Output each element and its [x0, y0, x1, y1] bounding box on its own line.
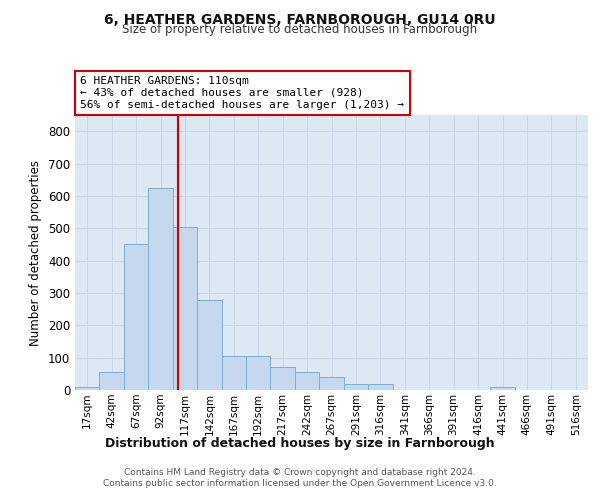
Bar — [319, 377, 344, 390]
Bar — [344, 384, 368, 390]
Bar — [100, 372, 124, 390]
Bar — [295, 372, 319, 390]
Bar — [173, 226, 197, 390]
Text: 6 HEATHER GARDENS: 110sqm
← 43% of detached houses are smaller (928)
56% of semi: 6 HEATHER GARDENS: 110sqm ← 43% of detac… — [80, 76, 404, 110]
Bar — [221, 356, 246, 390]
Text: Distribution of detached houses by size in Farnborough: Distribution of detached houses by size … — [105, 438, 495, 450]
Text: Size of property relative to detached houses in Farnborough: Size of property relative to detached ho… — [122, 24, 478, 36]
Bar — [368, 384, 392, 390]
Bar — [124, 244, 148, 390]
Bar — [271, 368, 295, 390]
Bar — [197, 300, 221, 390]
Bar — [75, 387, 100, 390]
Bar — [490, 388, 515, 390]
Y-axis label: Number of detached properties: Number of detached properties — [29, 160, 43, 346]
Bar — [246, 356, 271, 390]
Text: Contains HM Land Registry data © Crown copyright and database right 2024.
Contai: Contains HM Land Registry data © Crown c… — [103, 468, 497, 487]
Bar — [148, 188, 173, 390]
Text: 6, HEATHER GARDENS, FARNBOROUGH, GU14 0RU: 6, HEATHER GARDENS, FARNBOROUGH, GU14 0R… — [104, 12, 496, 26]
